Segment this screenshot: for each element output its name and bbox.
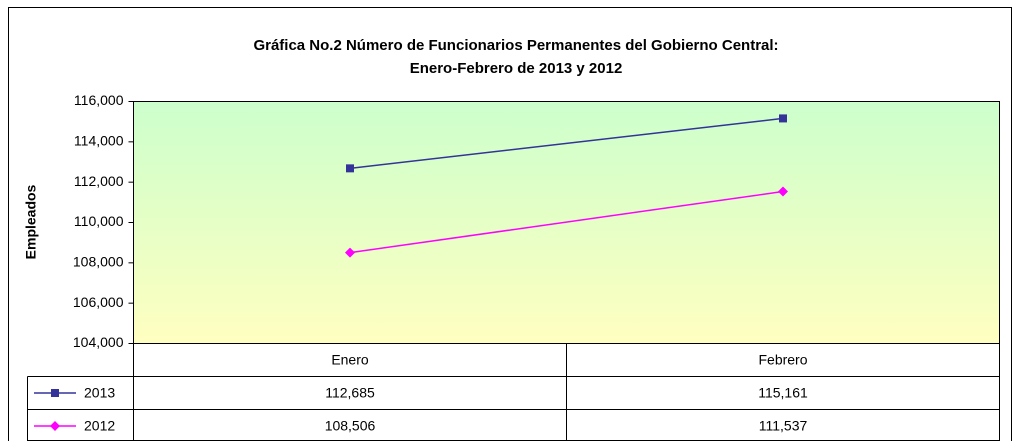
legend-marker	[51, 389, 59, 397]
legend-marker	[50, 421, 60, 431]
table-value: 111,537	[759, 418, 808, 434]
chart-title: Gráfica No.2 Número de Funcionarios Perm…	[253, 37, 778, 54]
series-line	[349, 190, 784, 254]
table-value: 115,161	[758, 385, 808, 401]
legend-label: 2012	[84, 418, 115, 434]
table-value: 112,685	[325, 385, 375, 401]
y-tick-label: 110,000	[74, 213, 124, 229]
data-point	[346, 164, 354, 173]
chart-title: Enero-Febrero de 2013 y 2012	[410, 60, 623, 77]
x-tick-label: Febrero	[758, 352, 807, 368]
y-tick-label: 114,000	[74, 133, 124, 149]
y-tick-label: 116,000	[74, 92, 124, 108]
x-tick-label: Enero	[331, 352, 369, 368]
series-line	[349, 117, 784, 170]
y-tick-label: 106,000	[73, 294, 124, 310]
data-point	[779, 114, 787, 123]
y-tick-label: 108,000	[73, 254, 124, 270]
legend-label: 2013	[84, 385, 115, 401]
data-point	[345, 247, 355, 258]
data-point	[778, 186, 788, 197]
table-value: 108,506	[325, 418, 376, 434]
table-grid	[27, 343, 1000, 441]
y-tick-label: 104,000	[73, 334, 124, 350]
y-axis-label: Empleados	[23, 184, 39, 259]
y-tick-label: 112,000	[74, 173, 124, 189]
